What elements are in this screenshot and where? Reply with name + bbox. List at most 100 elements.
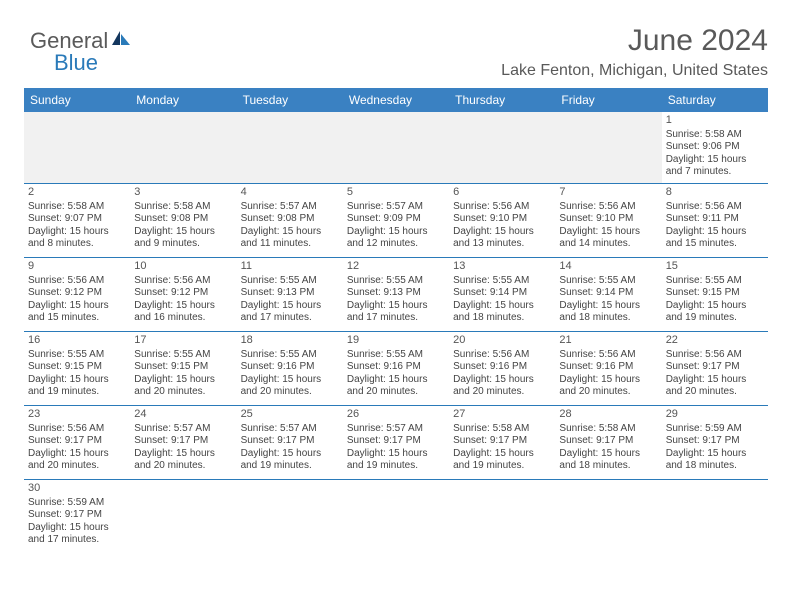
day-detail: and 16 minutes. — [134, 312, 232, 325]
calendar-cell: 8Sunrise: 5:56 AMSunset: 9:11 PMDaylight… — [662, 183, 768, 257]
day-number: 9 — [28, 260, 126, 274]
calendar-cell: 9Sunrise: 5:56 AMSunset: 9:12 PMDaylight… — [24, 257, 130, 331]
day-detail: Sunrise: 5:58 AM — [666, 129, 764, 142]
calendar-cell: 12Sunrise: 5:55 AMSunset: 9:13 PMDayligh… — [343, 257, 449, 331]
calendar-cell: 28Sunrise: 5:58 AMSunset: 9:17 PMDayligh… — [555, 405, 661, 479]
day-number: 4 — [241, 186, 339, 200]
day-detail: Daylight: 15 hours — [347, 374, 445, 387]
day-detail: and 20 minutes. — [134, 460, 232, 473]
calendar-cell: 10Sunrise: 5:56 AMSunset: 9:12 PMDayligh… — [130, 257, 236, 331]
day-detail: Daylight: 15 hours — [28, 300, 126, 313]
calendar-cell: 30Sunrise: 5:59 AMSunset: 9:17 PMDayligh… — [24, 479, 130, 553]
day-detail: Daylight: 15 hours — [134, 448, 232, 461]
calendar-cell: 18Sunrise: 5:55 AMSunset: 9:16 PMDayligh… — [237, 331, 343, 405]
day-detail: and 20 minutes. — [666, 386, 764, 399]
day-number: 25 — [241, 408, 339, 422]
day-detail: and 18 minutes. — [453, 312, 551, 325]
day-detail: Daylight: 15 hours — [241, 374, 339, 387]
day-detail: Sunrise: 5:59 AM — [666, 423, 764, 436]
day-number: 6 — [453, 186, 551, 200]
day-detail: Sunset: 9:16 PM — [347, 361, 445, 374]
day-detail: Sunrise: 5:56 AM — [453, 349, 551, 362]
day-detail: and 18 minutes. — [559, 312, 657, 325]
brand-part2: Blue — [54, 50, 98, 75]
calendar-week: 9Sunrise: 5:56 AMSunset: 9:12 PMDaylight… — [24, 257, 768, 331]
day-detail: and 20 minutes. — [453, 386, 551, 399]
day-detail: Daylight: 15 hours — [241, 448, 339, 461]
calendar-cell: 6Sunrise: 5:56 AMSunset: 9:10 PMDaylight… — [449, 183, 555, 257]
day-detail: Sunset: 9:11 PM — [666, 213, 764, 226]
day-detail: Daylight: 15 hours — [28, 522, 126, 535]
page-title: June 2024 — [24, 24, 768, 58]
calendar-cell: 11Sunrise: 5:55 AMSunset: 9:13 PMDayligh… — [237, 257, 343, 331]
day-detail: and 17 minutes. — [241, 312, 339, 325]
day-detail: Sunset: 9:10 PM — [559, 213, 657, 226]
day-detail: Sunrise: 5:55 AM — [241, 349, 339, 362]
calendar-cell: 2Sunrise: 5:58 AMSunset: 9:07 PMDaylight… — [24, 183, 130, 257]
calendar-cell: 23Sunrise: 5:56 AMSunset: 9:17 PMDayligh… — [24, 405, 130, 479]
day-number: 26 — [347, 408, 445, 422]
calendar-cell — [24, 112, 130, 183]
day-detail: Sunrise: 5:55 AM — [666, 275, 764, 288]
calendar-cell — [237, 479, 343, 553]
calendar-cell: 4Sunrise: 5:57 AMSunset: 9:08 PMDaylight… — [237, 183, 343, 257]
calendar-cell — [449, 112, 555, 183]
day-header: Thursday — [449, 88, 555, 112]
day-detail: Sunrise: 5:56 AM — [666, 349, 764, 362]
day-number: 23 — [28, 408, 126, 422]
day-detail: Sunrise: 5:57 AM — [347, 423, 445, 436]
day-detail: Sunset: 9:13 PM — [241, 287, 339, 300]
day-number: 24 — [134, 408, 232, 422]
calendar-cell: 19Sunrise: 5:55 AMSunset: 9:16 PMDayligh… — [343, 331, 449, 405]
day-detail: Sunrise: 5:55 AM — [28, 349, 126, 362]
day-header: Friday — [555, 88, 661, 112]
day-detail: Sunset: 9:12 PM — [28, 287, 126, 300]
day-number: 3 — [134, 186, 232, 200]
day-detail: Sunset: 9:17 PM — [559, 435, 657, 448]
day-detail: Sunset: 9:15 PM — [666, 287, 764, 300]
day-header: Saturday — [662, 88, 768, 112]
day-detail: and 17 minutes. — [28, 534, 126, 547]
day-detail: Daylight: 15 hours — [134, 300, 232, 313]
day-number: 13 — [453, 260, 551, 274]
calendar-cell — [130, 112, 236, 183]
day-detail: Daylight: 15 hours — [453, 226, 551, 239]
day-detail: and 7 minutes. — [666, 166, 764, 179]
day-detail: and 12 minutes. — [347, 238, 445, 251]
day-detail: Daylight: 15 hours — [666, 154, 764, 167]
day-header-row: SundayMondayTuesdayWednesdayThursdayFrid… — [24, 88, 768, 112]
calendar-cell: 1Sunrise: 5:58 AMSunset: 9:06 PMDaylight… — [662, 112, 768, 183]
day-number: 19 — [347, 334, 445, 348]
day-number: 10 — [134, 260, 232, 274]
calendar-cell: 27Sunrise: 5:58 AMSunset: 9:17 PMDayligh… — [449, 405, 555, 479]
day-detail: Daylight: 15 hours — [666, 374, 764, 387]
day-number: 2 — [28, 186, 126, 200]
day-detail: Sunrise: 5:55 AM — [453, 275, 551, 288]
day-detail: Daylight: 15 hours — [241, 300, 339, 313]
day-number: 7 — [559, 186, 657, 200]
day-detail: Sunset: 9:08 PM — [134, 213, 232, 226]
day-number: 8 — [666, 186, 764, 200]
day-detail: Daylight: 15 hours — [347, 300, 445, 313]
calendar-week: 1Sunrise: 5:58 AMSunset: 9:06 PMDaylight… — [24, 112, 768, 183]
calendar-cell — [130, 479, 236, 553]
day-detail: Sunrise: 5:58 AM — [134, 201, 232, 214]
day-header: Monday — [130, 88, 236, 112]
calendar-cell: 21Sunrise: 5:56 AMSunset: 9:16 PMDayligh… — [555, 331, 661, 405]
day-number: 16 — [28, 334, 126, 348]
day-detail: Sunset: 9:10 PM — [453, 213, 551, 226]
day-detail: Sunrise: 5:55 AM — [134, 349, 232, 362]
day-detail: Sunrise: 5:55 AM — [559, 275, 657, 288]
day-detail: Sunrise: 5:56 AM — [666, 201, 764, 214]
day-detail: Daylight: 15 hours — [453, 448, 551, 461]
day-detail: and 9 minutes. — [134, 238, 232, 251]
day-detail: Sunset: 9:15 PM — [134, 361, 232, 374]
calendar-cell: 16Sunrise: 5:55 AMSunset: 9:15 PMDayligh… — [24, 331, 130, 405]
day-detail: and 15 minutes. — [666, 238, 764, 251]
day-detail: Sunset: 9:16 PM — [241, 361, 339, 374]
day-detail: Sunset: 9:17 PM — [134, 435, 232, 448]
day-detail: Sunset: 9:17 PM — [241, 435, 339, 448]
calendar-cell: 15Sunrise: 5:55 AMSunset: 9:15 PMDayligh… — [662, 257, 768, 331]
day-number: 18 — [241, 334, 339, 348]
day-detail: Daylight: 15 hours — [559, 448, 657, 461]
